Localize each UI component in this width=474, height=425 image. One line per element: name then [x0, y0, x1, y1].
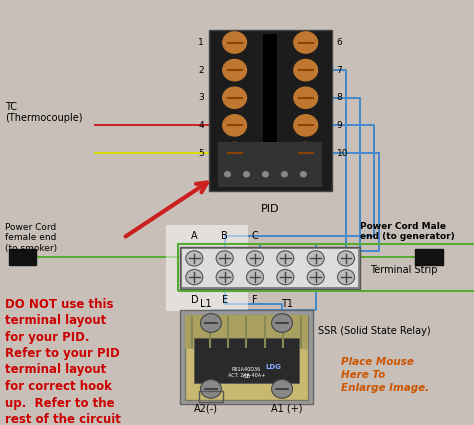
- Circle shape: [246, 269, 264, 285]
- Text: A2(-): A2(-): [194, 404, 218, 414]
- Bar: [194, 338, 299, 382]
- Text: 1: 1: [198, 38, 204, 47]
- Circle shape: [263, 172, 268, 177]
- Text: 8: 8: [337, 93, 342, 102]
- Text: 4: 4: [198, 121, 204, 130]
- Circle shape: [301, 172, 306, 177]
- Bar: [180, 246, 360, 289]
- Text: D: D: [191, 295, 198, 305]
- Text: A1 (+): A1 (+): [271, 404, 302, 414]
- Bar: [218, 142, 322, 187]
- Text: 3: 3: [198, 93, 204, 102]
- Text: TC
(Thermocouple): TC (Thermocouple): [5, 102, 82, 123]
- Circle shape: [337, 251, 355, 266]
- Text: 10: 10: [337, 148, 348, 158]
- Circle shape: [272, 314, 292, 332]
- Circle shape: [282, 172, 287, 177]
- Circle shape: [294, 115, 318, 136]
- Bar: [9, 249, 36, 265]
- Text: F: F: [252, 295, 258, 305]
- Text: R61A40D36
ACT: 24A-40A+: R61A40D36 ACT: 24A-40A+: [228, 367, 265, 378]
- Text: SSR (Solid State Relay): SSR (Solid State Relay): [318, 326, 430, 337]
- Circle shape: [307, 251, 324, 266]
- Text: B: B: [221, 231, 228, 241]
- Circle shape: [223, 60, 246, 81]
- Bar: [199, 391, 223, 402]
- Circle shape: [244, 172, 249, 177]
- Bar: [178, 244, 474, 291]
- Text: 6: 6: [337, 38, 342, 47]
- Bar: [185, 314, 308, 400]
- Bar: [180, 310, 313, 404]
- Circle shape: [201, 314, 221, 332]
- Circle shape: [272, 380, 292, 398]
- Circle shape: [223, 32, 246, 53]
- Bar: [182, 249, 358, 287]
- Circle shape: [246, 251, 264, 266]
- Bar: [185, 314, 308, 348]
- Text: PID: PID: [261, 204, 280, 214]
- Circle shape: [186, 269, 203, 285]
- Circle shape: [223, 142, 246, 164]
- Text: DO NOT use this
terminal layout
for your PID.
Refer to your PID
terminal layout
: DO NOT use this terminal layout for your…: [5, 298, 120, 425]
- Circle shape: [294, 87, 318, 108]
- Circle shape: [201, 380, 221, 398]
- Bar: [209, 30, 332, 191]
- Text: 5: 5: [198, 148, 204, 158]
- Circle shape: [216, 251, 233, 266]
- Circle shape: [307, 269, 324, 285]
- Circle shape: [277, 269, 294, 285]
- Circle shape: [223, 115, 246, 136]
- Text: 7: 7: [337, 65, 342, 75]
- Text: A: A: [191, 231, 198, 241]
- Circle shape: [294, 60, 318, 81]
- Circle shape: [294, 32, 318, 53]
- Circle shape: [337, 269, 355, 285]
- Text: CE: CE: [242, 374, 251, 379]
- Text: Terminal Strip: Terminal Strip: [370, 265, 437, 275]
- Text: E: E: [222, 295, 228, 305]
- Text: 2: 2: [198, 65, 204, 75]
- Bar: [263, 34, 277, 187]
- Text: Place Mouse
Here To
Enlarge Image.: Place Mouse Here To Enlarge Image.: [341, 357, 429, 394]
- Text: 9: 9: [337, 121, 342, 130]
- Text: L1: L1: [201, 299, 212, 309]
- Bar: [415, 249, 443, 265]
- Text: C: C: [252, 231, 258, 241]
- Circle shape: [294, 142, 318, 164]
- Circle shape: [216, 269, 233, 285]
- Circle shape: [277, 251, 294, 266]
- Bar: [166, 225, 247, 310]
- Circle shape: [186, 251, 203, 266]
- Text: Power Cord
female end
(to smoker): Power Cord female end (to smoker): [5, 223, 57, 253]
- Text: Power Cord Male
end (to generator): Power Cord Male end (to generator): [360, 222, 455, 241]
- Circle shape: [223, 87, 246, 108]
- Circle shape: [225, 172, 230, 177]
- Text: LDG: LDG: [265, 364, 282, 370]
- Text: T1: T1: [281, 299, 293, 309]
